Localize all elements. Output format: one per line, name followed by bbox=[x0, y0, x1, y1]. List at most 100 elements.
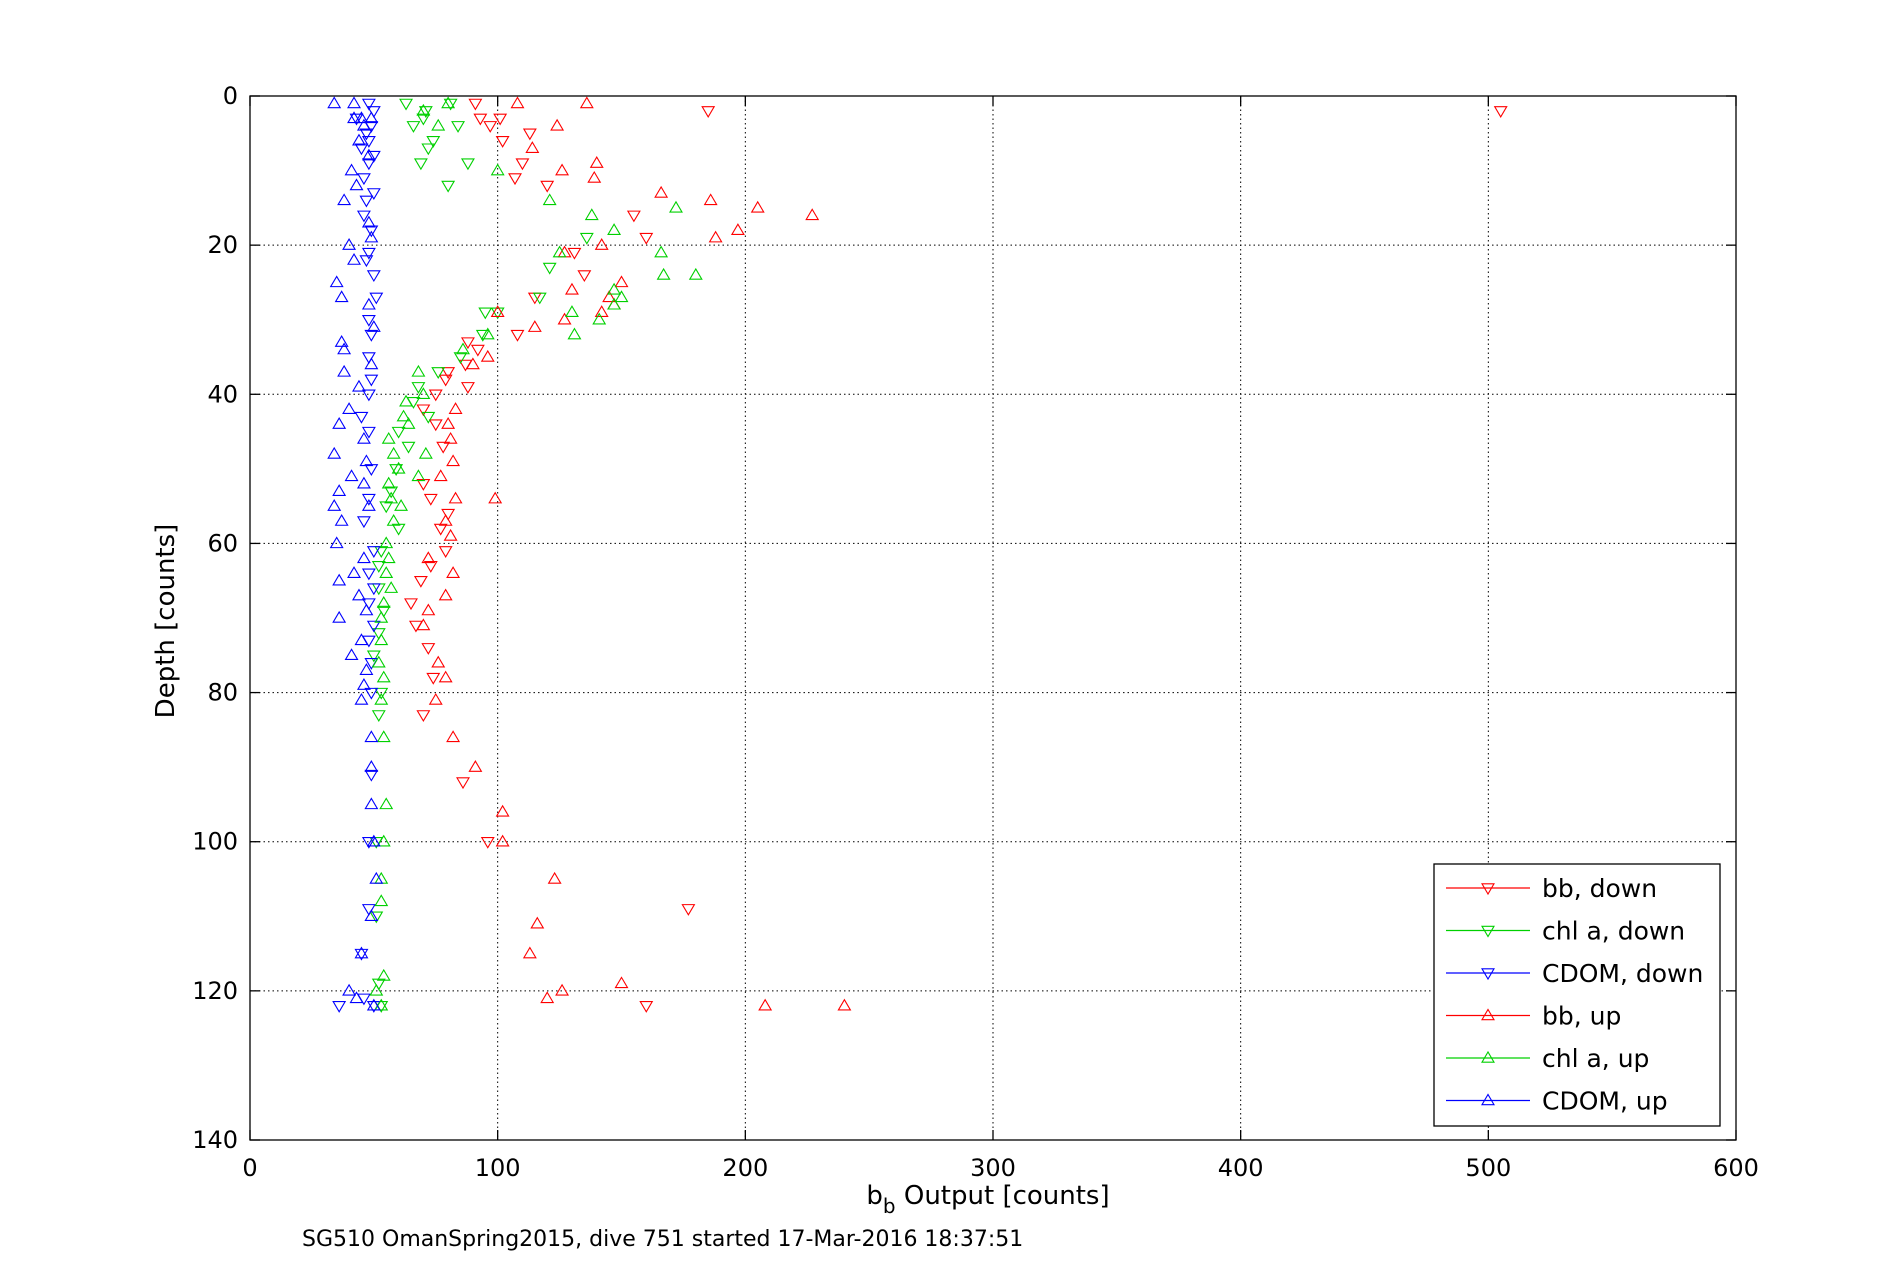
data-point bbox=[567, 327, 582, 340]
figure-caption: SG510 OmanSpring2015, dive 751 started 1… bbox=[302, 1227, 1023, 1252]
data-point bbox=[364, 687, 379, 700]
data-point bbox=[579, 96, 594, 109]
data-point bbox=[354, 143, 369, 156]
data-point bbox=[364, 374, 379, 387]
legend-marker bbox=[1481, 1050, 1495, 1063]
data-point bbox=[361, 158, 376, 171]
data-point bbox=[451, 121, 466, 133]
data-point bbox=[460, 382, 475, 394]
data-point bbox=[416, 618, 431, 631]
data-point bbox=[493, 113, 508, 126]
data-point bbox=[374, 610, 389, 623]
data-point bbox=[399, 98, 413, 111]
legend-entry: CDOM, up bbox=[1446, 1087, 1668, 1116]
data-point bbox=[550, 118, 565, 131]
data-point bbox=[527, 320, 542, 332]
data-point bbox=[411, 382, 426, 394]
data-point bbox=[490, 163, 505, 176]
data-point bbox=[654, 185, 669, 198]
data-point bbox=[555, 983, 570, 996]
data-point bbox=[431, 655, 446, 668]
data-point bbox=[478, 307, 493, 320]
data-point bbox=[369, 292, 384, 305]
data-point bbox=[681, 904, 696, 916]
data-point bbox=[361, 499, 376, 511]
data-point bbox=[364, 797, 379, 810]
data-point bbox=[542, 193, 557, 206]
legend-label: bb, down bbox=[1542, 874, 1657, 903]
data-point bbox=[369, 911, 384, 924]
data-point bbox=[614, 290, 629, 303]
data-point bbox=[332, 610, 347, 623]
data-point bbox=[443, 528, 458, 541]
data-point bbox=[438, 546, 453, 558]
data-point bbox=[364, 329, 379, 342]
data-point bbox=[441, 367, 456, 379]
data-point bbox=[337, 364, 352, 377]
y-tick-label: 80 bbox=[207, 679, 238, 707]
y-tick-label: 40 bbox=[207, 380, 238, 408]
data-point bbox=[342, 238, 357, 250]
data-point bbox=[347, 566, 361, 579]
data-point bbox=[396, 409, 411, 422]
data-point bbox=[602, 290, 617, 303]
x-axis-label: bb Output [counts] bbox=[866, 1181, 1109, 1218]
data-point bbox=[639, 232, 654, 245]
data-point bbox=[418, 106, 433, 118]
legend-marker bbox=[1481, 883, 1495, 896]
data-point bbox=[421, 643, 436, 655]
data-point bbox=[374, 687, 389, 700]
data-point bbox=[344, 648, 359, 661]
data-point bbox=[614, 976, 629, 989]
data-point bbox=[475, 329, 490, 342]
data-point bbox=[411, 364, 426, 377]
data-point bbox=[565, 305, 579, 318]
data-point bbox=[371, 628, 386, 640]
data-point bbox=[428, 419, 443, 432]
data-point bbox=[446, 454, 461, 467]
legend-entry: bb, up bbox=[1446, 1002, 1621, 1031]
data-point bbox=[495, 804, 510, 817]
x-tick-label: 400 bbox=[1218, 1154, 1264, 1182]
data-point bbox=[356, 678, 371, 690]
data-point bbox=[441, 508, 456, 521]
data-point bbox=[416, 404, 431, 417]
data-point bbox=[347, 252, 361, 265]
data-point bbox=[436, 441, 451, 454]
legend-marker bbox=[1481, 968, 1495, 981]
data-point bbox=[577, 270, 592, 283]
data-point bbox=[431, 118, 446, 131]
data-point bbox=[354, 692, 369, 705]
legend-entry: CDOM, down bbox=[1446, 959, 1703, 988]
data-point bbox=[364, 769, 379, 782]
data-point bbox=[349, 991, 364, 1004]
data-point bbox=[468, 760, 483, 772]
data-point bbox=[431, 367, 446, 379]
data-point bbox=[443, 431, 458, 444]
data-point bbox=[371, 561, 386, 573]
data-point bbox=[374, 998, 389, 1011]
data-point bbox=[356, 210, 371, 223]
data-point bbox=[465, 357, 480, 370]
data-point bbox=[364, 760, 379, 772]
legend-entry: chl a, down bbox=[1446, 917, 1685, 946]
data-point bbox=[359, 663, 374, 675]
data-point bbox=[366, 834, 381, 847]
data-point bbox=[626, 210, 641, 223]
data-point bbox=[401, 417, 416, 429]
legend-entry: chl a, up bbox=[1446, 1044, 1649, 1073]
data-point bbox=[495, 135, 510, 148]
legend-marker bbox=[1481, 1093, 1495, 1106]
data-point bbox=[374, 633, 389, 646]
axis-ticks bbox=[249, 95, 1737, 1141]
data-point bbox=[669, 200, 683, 213]
data-point bbox=[394, 499, 409, 511]
data-point bbox=[584, 208, 599, 221]
data-point bbox=[359, 195, 374, 208]
data-point bbox=[490, 305, 505, 318]
data-point bbox=[356, 118, 371, 131]
data-point bbox=[356, 431, 371, 444]
data-point bbox=[421, 411, 436, 424]
y-tick-label: 120 bbox=[192, 977, 238, 1005]
data-point bbox=[401, 441, 416, 454]
